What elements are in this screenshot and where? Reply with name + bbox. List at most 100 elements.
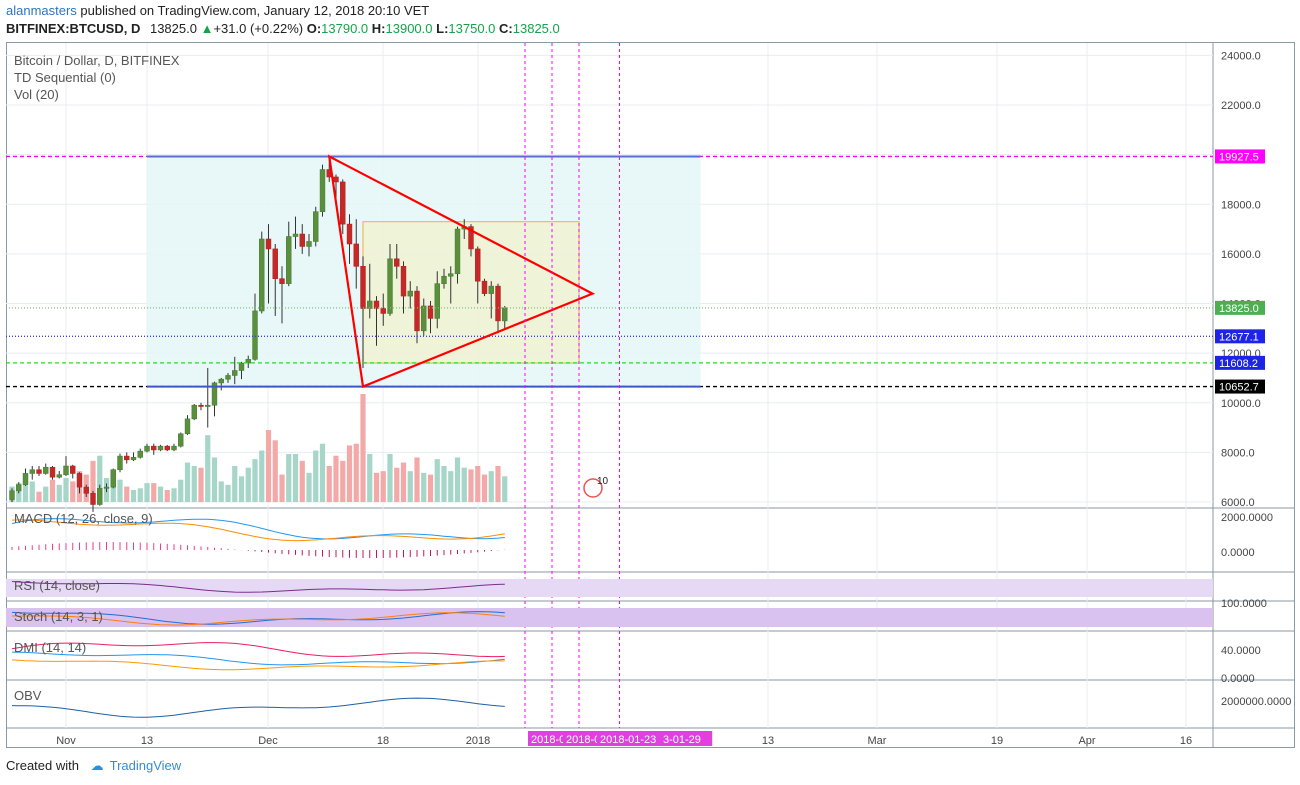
drawings-boxes [147,156,701,387]
candle [218,377,224,391]
volume-bar [232,466,238,502]
candles [9,157,508,512]
chart-frame[interactable] [6,42,1295,748]
volume-bar [502,476,508,502]
candle-body [245,359,251,364]
rsi-line [11,581,505,593]
candle [178,432,184,448]
volume-bar [475,466,481,502]
candle [306,234,312,257]
macd-axis-label: 0.0000 [1221,547,1255,559]
stoch-label[interactable]: Stoch (14, 3, 1) [14,609,103,624]
candle-body [313,211,319,242]
price-tick-label: 22000.0 [1221,100,1261,112]
created-with-text: Created with [6,758,79,773]
low-label: L: [436,21,449,36]
candle [157,444,164,452]
candle [400,261,407,314]
candle [16,482,22,494]
candle-body [454,228,461,275]
volume-bar [178,479,184,502]
price-tick-label: 18000.0 [1221,199,1261,211]
candle-body [387,258,393,314]
candle-body [434,283,440,319]
volume-bar [56,484,62,502]
symmetrical-triangle[interactable] [327,154,596,389]
candle-body [164,445,170,451]
candle [97,484,103,506]
candle-body [279,278,285,284]
volume-bar [326,466,332,502]
candle [198,402,204,411]
volume-bar [164,490,170,502]
dmi-label[interactable]: DMI (14, 14) [14,640,86,655]
candle-body [157,445,164,451]
date-tag-bg [660,731,713,746]
flag-icon[interactable] [583,478,603,498]
chart-header: alanmasters published on TradingView.com… [0,0,1300,42]
candle [137,448,143,459]
candle-body [76,473,83,488]
volume-bar [367,454,373,502]
date-tag-label: 3-01-29 [663,734,701,746]
dmi-axis-label: 40.0000 [1221,645,1261,657]
candle-body [292,233,299,237]
candle [205,368,211,428]
volume-bar [124,486,130,502]
event-marker[interactable]: 10 [583,476,609,498]
volume-bar [407,471,413,502]
candle-body [218,378,224,384]
legend-symbol[interactable]: Bitcoin / Dollar, D, BITFINEX [14,53,180,68]
candle-body [171,445,177,451]
candle [245,355,251,369]
rsi-band [6,579,1213,597]
grid [6,43,1295,748]
candle [313,206,319,247]
candle [434,271,440,329]
macd-axis-label: 2000.0000 [1221,512,1273,524]
candle-body [259,238,265,312]
obv-label[interactable]: OBV [14,688,42,703]
candle-body [191,404,197,420]
price-tag-label: 19927.5 [1219,151,1259,163]
price-tag: 13825.0 [1215,300,1265,315]
candle [130,452,137,462]
volume-bar [448,471,454,502]
candle [252,293,258,361]
candle [448,266,454,304]
candle [117,453,123,473]
candle-body [211,382,218,406]
candle-body [427,305,434,319]
volume-bar [400,462,407,502]
macd-label[interactable]: MACD (12, 26, close, 9) [14,511,153,526]
volume-bar [421,472,427,502]
candle [36,466,42,476]
high-value: 13900.0 [385,21,433,36]
price-tag-bg [1215,149,1265,164]
date-tag-bg [528,731,574,746]
candle-body [441,275,447,284]
candle [171,443,177,452]
close-value: 13825.0 [512,21,560,36]
price-tag-bg [1215,379,1265,394]
tradingview-cloud-icon: ☁ [90,758,104,773]
candle-body [97,488,103,505]
volume-bar [313,450,319,502]
candle [421,298,427,336]
candle [238,361,245,380]
legend-volume[interactable]: Vol (20) [14,87,59,102]
legend-td-sequential[interactable]: TD Sequential (0) [14,70,116,85]
rsi-label[interactable]: RSI (14, close) [14,578,100,593]
candle [225,372,231,383]
volume-bar [387,454,393,502]
volume-bar [70,481,76,502]
candle [184,415,191,436]
author-link[interactable]: alanmasters [6,3,77,18]
stoch-k-line [11,611,505,625]
tradingview-link[interactable]: TradingView [109,758,182,773]
dmi-axis-label: 0.0000 [1221,673,1255,685]
candle-body [353,243,359,267]
macd-line [11,518,505,540]
volume-bar [380,471,386,502]
